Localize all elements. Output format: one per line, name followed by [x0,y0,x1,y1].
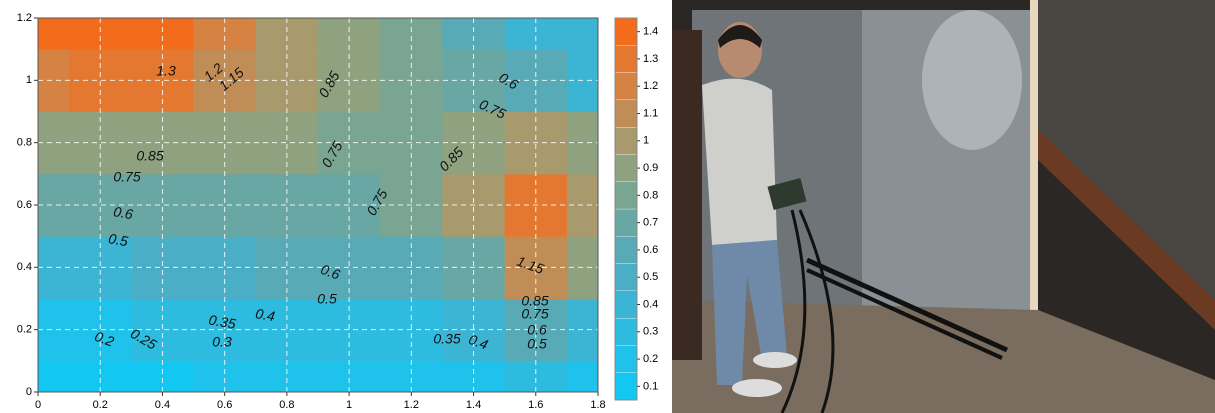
x-tick-label: 1.8 [590,399,605,411]
contour-label: 0.5 [317,291,337,307]
field-cell [194,0,257,50]
field-cell [131,0,194,50]
field-cell [505,0,568,50]
colorbar-label: 1.4 [643,26,658,38]
x-tick-label: 1.4 [466,399,481,411]
rack [672,30,702,360]
field-cell [380,0,443,50]
colorbar-band [615,154,637,181]
y-tick-label: 1 [26,74,32,86]
colorbar-label: 0.1 [643,380,658,392]
colorbar-band [615,373,637,400]
colorbar-label: 0.6 [643,244,658,256]
x-tick-label: 0.2 [93,399,108,411]
contour-label: 0.3 [212,334,232,350]
field-cell [442,0,505,50]
field-cell [318,0,381,50]
contour-label: 1.3 [156,63,176,79]
colorbar-band [615,236,637,263]
y-tick-label: 1.2 [17,12,32,24]
colorbar-label: 1.1 [643,107,658,119]
x-tick-label: 0.4 [155,399,170,411]
colorbar-label: 0.7 [643,217,658,229]
x-tick-label: 1.2 [404,399,419,411]
colorbar-label: 0.2 [643,353,658,365]
field-cell [0,0,70,50]
colorbar-band [615,291,637,318]
shoe [732,379,782,397]
contour-label: 0.85 [136,148,163,164]
light-strip [1030,0,1038,330]
colorbar-band [615,45,637,72]
y-tick-label: 0.2 [17,324,32,336]
colorbar-band [615,18,637,45]
field-cell [69,0,132,50]
colorbar-label: 1.3 [643,53,658,65]
colorbar-label: 0.9 [643,162,658,174]
photo [672,0,1215,413]
x-tick-label: 0 [35,399,41,411]
shoe [753,352,797,368]
colorbar-band [615,127,637,154]
colorbar-band [615,100,637,127]
shirt [702,79,777,245]
contour-label: 0.5 [107,230,129,249]
y-tick-label: 0.6 [17,199,32,211]
contour-label: 0.4 [254,305,276,324]
y-tick-label: 0.4 [17,261,32,273]
colorbar-band [615,209,637,236]
colorbar-label: 1 [643,135,649,147]
colorbar-label: 0.5 [643,271,658,283]
contour-label: 0.75 [113,169,140,185]
x-tick-label: 1 [346,399,352,411]
colorbar-label: 0.3 [643,326,658,338]
light-reflection [922,10,1022,150]
x-tick-label: 1.6 [528,399,543,411]
colorbar-band [615,264,637,291]
colorbar-band [615,182,637,209]
x-tick-label: 0.8 [279,399,294,411]
contour-label: 0.75 [521,306,548,322]
colorbar-band [615,345,637,372]
colorbar-label: 0.4 [643,298,658,310]
y-tick-label: 0.8 [17,137,32,149]
contour-label: 0.5 [527,336,547,352]
colorbar-label: 1.2 [643,80,658,92]
field-cell [256,0,319,50]
contour-label: 0.6 [112,203,134,222]
colorbar-band [615,73,637,100]
x-tick-label: 0.6 [217,399,232,411]
colorbar-label: 0.8 [643,189,658,201]
contour-label: 0.35 [433,331,460,347]
page: 0 0.2 0.4 0.6 0.8 1 1.2 1.4 1.6 1.8 0 0.2 0.4 0.6 0.8 1… [0,0,1215,413]
y-tick-label: 0 [26,386,32,398]
contour-chart: 0 0.2 0.4 0.6 0.8 1 1.2 1.4 1.6 1.8 0 0.2 0.4 0.6 0.8 1… [0,0,665,413]
colorbar-band [615,318,637,345]
